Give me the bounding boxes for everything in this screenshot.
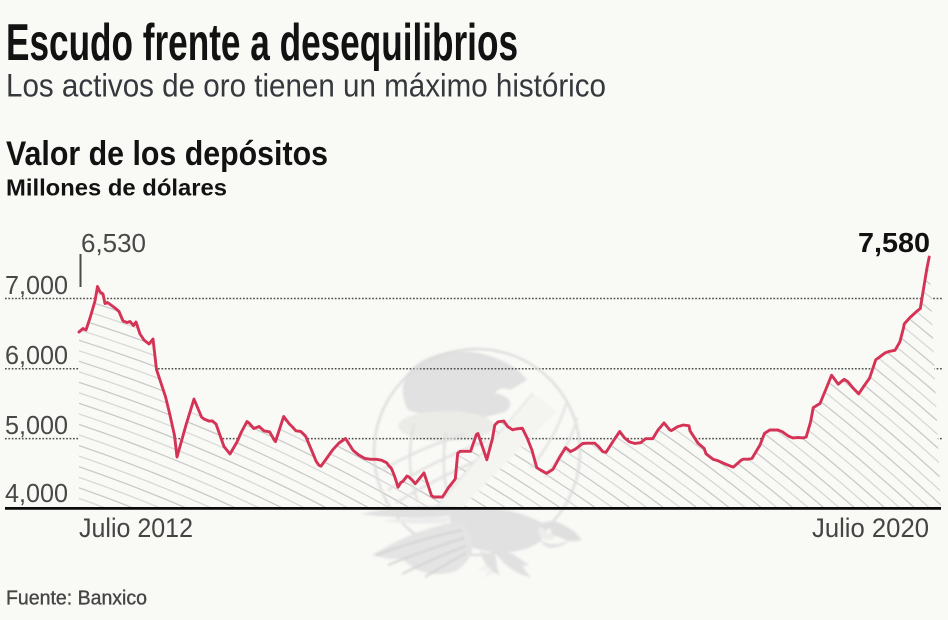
svg-text:Millones de dólares: Millones de dólares [6,175,227,201]
svg-text:6,000: 6,000 [5,340,68,370]
svg-text:4,000: 4,000 [5,478,68,508]
svg-text:Los activos de oro tienen un m: Los activos de oro tienen un máximo hist… [6,68,606,104]
svg-text:6,530: 6,530 [81,228,146,258]
svg-text:Fuente: Banxico: Fuente: Banxico [6,588,147,610]
svg-text:7,000: 7,000 [5,270,68,300]
svg-text:Julio 2020: Julio 2020 [812,513,929,543]
svg-text:Valor de los depósitos: Valor de los depósitos [6,135,328,173]
svg-text:Julio 2012: Julio 2012 [79,513,193,543]
svg-text:5,000: 5,000 [5,410,68,440]
svg-text:Escudo frente a desequilibrios: Escudo frente a desequilibrios [6,14,518,72]
svg-text:7,580: 7,580 [858,227,930,258]
